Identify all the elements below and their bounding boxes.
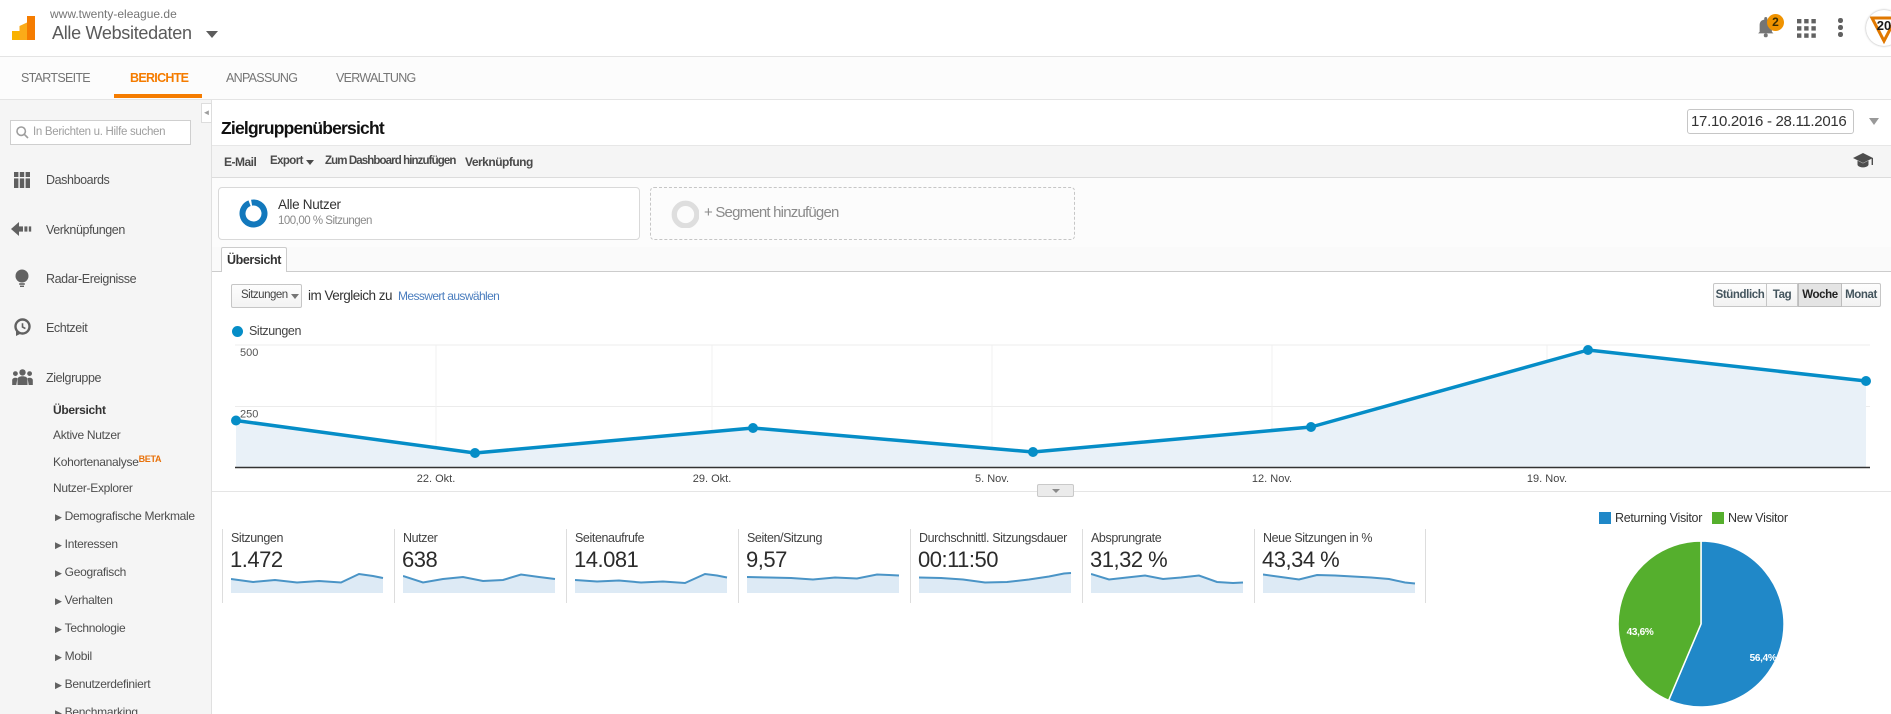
svg-text:500: 500 <box>240 347 258 359</box>
svg-text:29. Okt.: 29. Okt. <box>693 473 732 485</box>
svg-text:56,4%: 56,4% <box>1750 653 1777 664</box>
svg-text:22. Okt.: 22. Okt. <box>417 473 456 485</box>
svg-text:5. Nov.: 5. Nov. <box>975 473 1009 485</box>
svg-text:43,6%: 43,6% <box>1627 627 1654 638</box>
svg-text:250: 250 <box>240 409 258 421</box>
svg-text:19. Nov.: 19. Nov. <box>1527 473 1567 485</box>
svg-text:20: 20 <box>1877 18 1891 33</box>
svg-text:12. Nov.: 12. Nov. <box>1252 473 1292 485</box>
